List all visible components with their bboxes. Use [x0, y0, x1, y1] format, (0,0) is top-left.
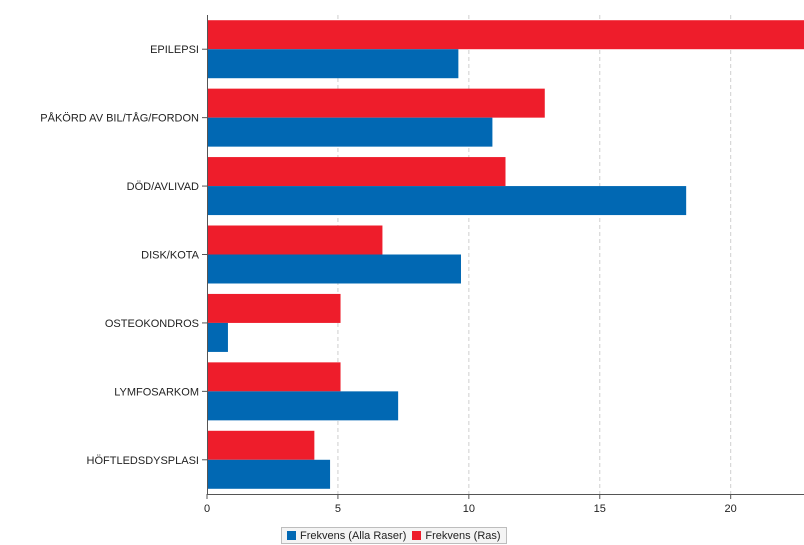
- legend-swatch-alla-raser: [287, 531, 296, 540]
- x-tick-label-0: 0: [204, 503, 210, 515]
- legend: Frekvens (Alla Raser) Frekvens (Ras): [281, 527, 507, 544]
- bar-frekvens-ras-1: [207, 88, 545, 118]
- x-tick-label-5: 5: [335, 503, 341, 515]
- legend-item-alla-raser[interactable]: Frekvens (Alla Raser): [287, 530, 406, 542]
- bar-frekvens-ras-4: [207, 293, 341, 323]
- bar-frekvens-alla-raser-3: [207, 254, 461, 284]
- legend-label-ras: Frekvens (Ras): [425, 529, 501, 542]
- category-label-5: LYMFOSARKOM: [114, 386, 199, 398]
- category-label-0: EPILEPSI: [150, 44, 199, 56]
- category-label-1: PÅKÖRD AV BIL/TÅG/FORDON: [40, 112, 199, 125]
- bar-frekvens-alla-raser-4: [207, 322, 228, 352]
- category-label-6: HÖFTLEDSDYSPLASI: [87, 455, 199, 467]
- category-label-3: DISK/KOTA: [141, 250, 200, 262]
- bar-chart: EPILEPSI PÅKÖRD AV BIL/TÅG/FORDON DÖD/AVLI…: [40, 15, 804, 515]
- legend-label-alla-raser: Frekvens (Alla Raser): [300, 529, 407, 542]
- bar-frekvens-alla-raser-0: [207, 49, 459, 79]
- x-tick-label-15: 15: [594, 503, 606, 515]
- bar-frekvens-alla-raser-1: [207, 117, 493, 147]
- bar-frekvens-alla-raser-5: [207, 391, 399, 421]
- bar-frekvens-alla-raser-2: [207, 186, 687, 216]
- legend-swatch-ras: [412, 531, 422, 540]
- x-tick-label-10: 10: [463, 503, 475, 515]
- category-label-2: DÖD/AVLIVAD: [127, 181, 199, 193]
- bar-frekvens-ras-3: [207, 225, 383, 255]
- bar-frekvens-ras-2: [207, 157, 506, 187]
- category-label-4: OSTEOKONDROS: [105, 318, 199, 330]
- bar-frekvens-alla-raser-6: [207, 459, 331, 489]
- legend-item-ras[interactable]: Frekvens (Ras): [412, 529, 501, 542]
- bar-frekvens-ras-5: [207, 362, 341, 392]
- bar-frekvens-ras-6: [207, 430, 315, 460]
- x-tick-label-20: 20: [725, 503, 737, 515]
- bar-frekvens-ras-0: [207, 20, 804, 50]
